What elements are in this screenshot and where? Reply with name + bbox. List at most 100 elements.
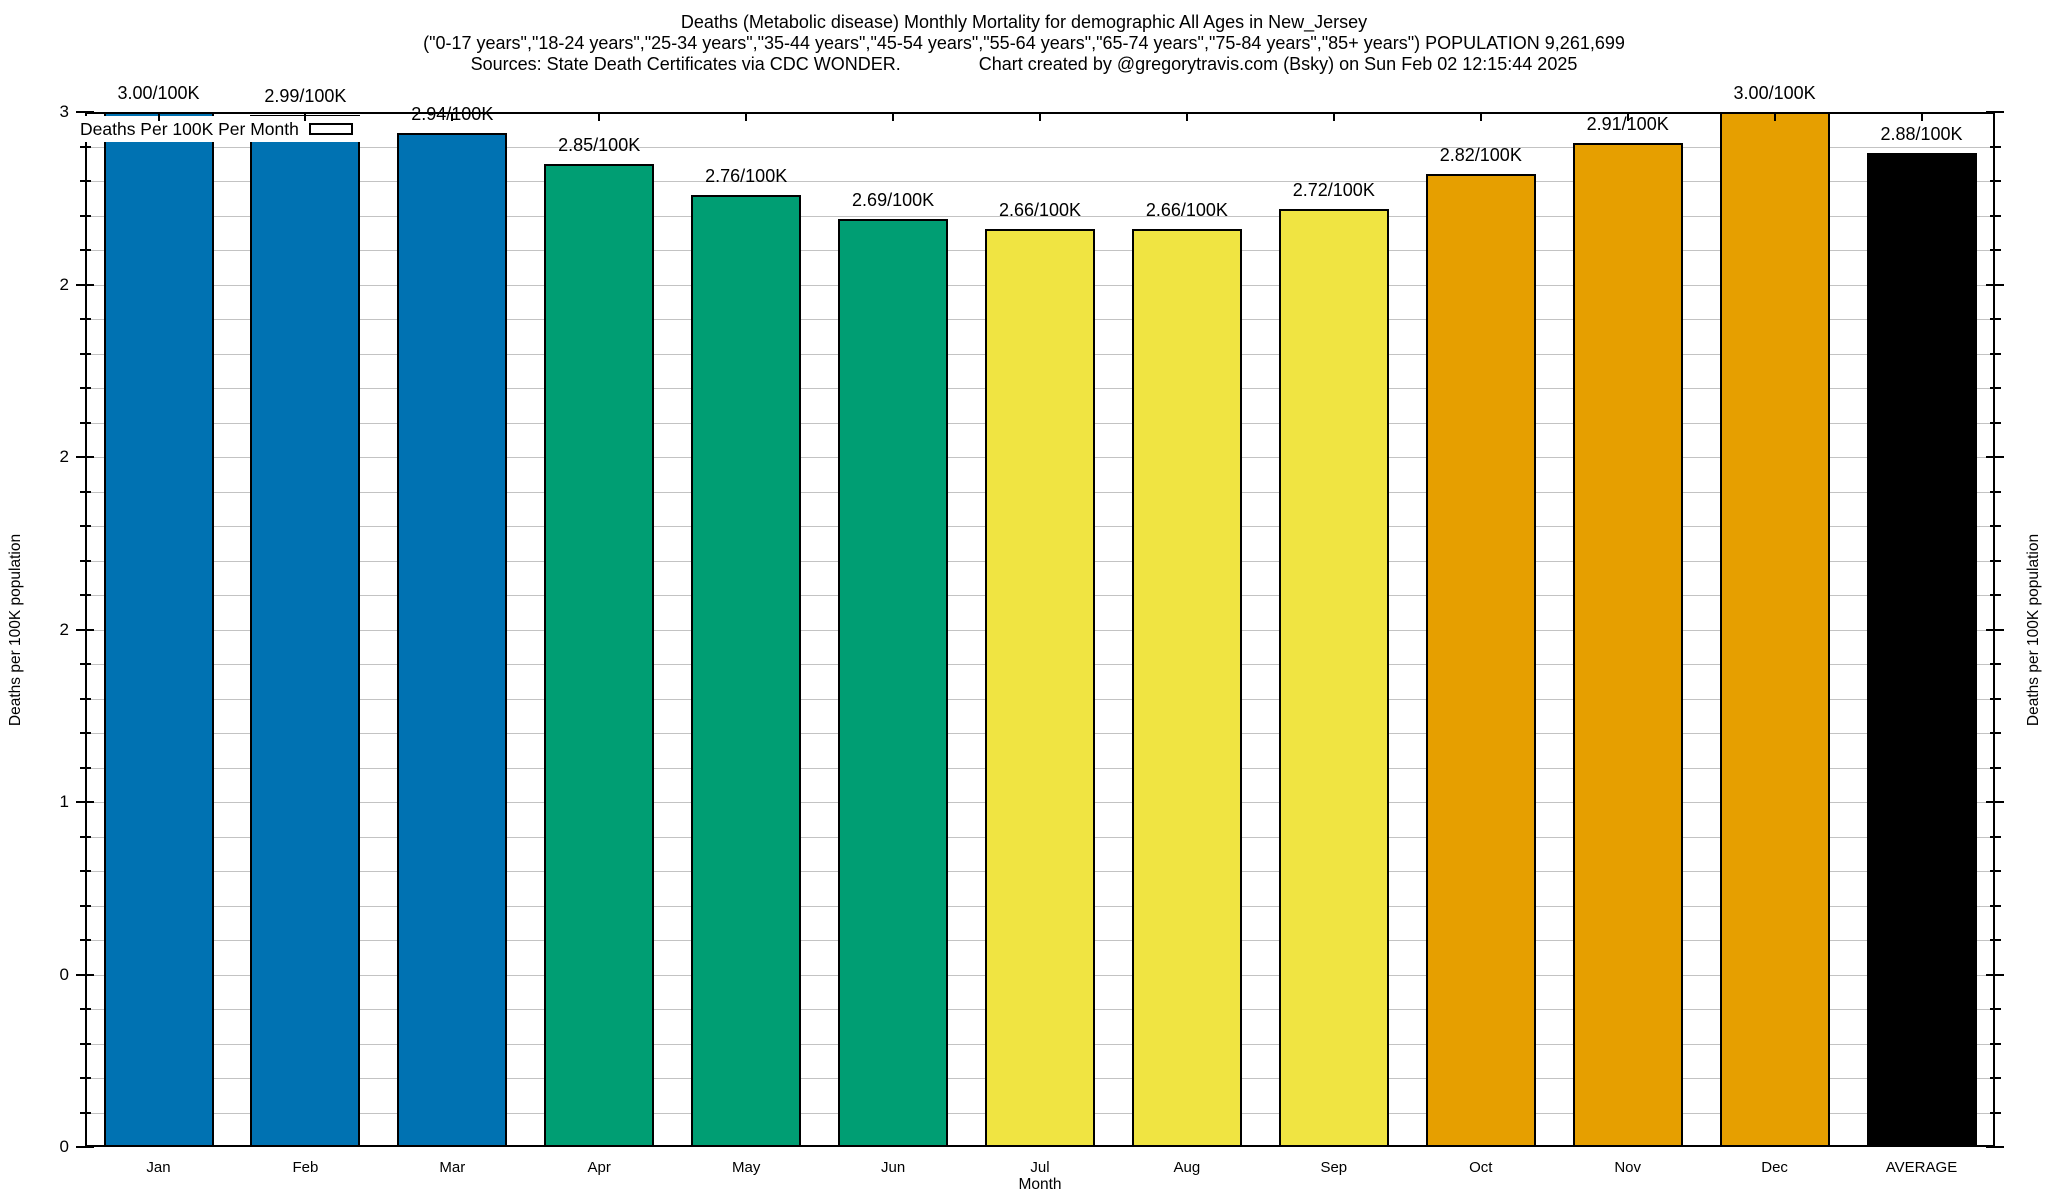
bar [1425,174,1536,1147]
bar-value-label: 2.76/100K [705,165,788,186]
gridline [85,146,1995,148]
y-tick [1986,1146,2004,1148]
x-tick [1920,112,1923,121]
x-tick [304,112,307,121]
bar [1278,208,1389,1147]
y-tick [79,870,91,872]
x-category-label: AVERAGE [1885,1159,1958,1176]
y-tick [79,352,91,355]
y-tick [1986,973,2004,976]
chart-title-line2: ("0-17 years","18-24 years","25-34 years… [423,33,1625,53]
x-category-label: Feb [292,1159,319,1176]
y-tick [79,387,91,389]
y-tick [79,1042,91,1045]
chart-title-line3: Sources: State Death Certificates via CD… [0,54,2048,75]
y-tick [79,904,91,907]
y-tick [1986,283,2004,286]
y-tick [1989,387,2001,389]
y-tick [1986,628,2004,631]
y-tick [1989,766,2001,769]
x-tick [1332,112,1335,121]
bar-value-label: 2.85/100K [558,134,641,155]
bar [397,132,508,1147]
y-tick [79,249,91,251]
y-tick [1989,904,2001,907]
y-tick [76,973,94,976]
bar [1131,229,1242,1147]
x-tick [451,112,454,121]
x-category-label: Sep [1320,1159,1348,1176]
y-axis-label-right: Deaths per 100K population [2025,533,2042,727]
y-tick [1989,525,2001,527]
y-tick [79,525,91,527]
x-tick [745,112,748,121]
y-tick [1989,214,2001,217]
bar-value-label: 2.66/100K [998,200,1082,221]
y-tick-label: 3 [59,102,69,121]
x-tick [598,112,601,121]
y-tick-label: 2 [59,447,69,466]
x-tick [1626,112,1629,121]
y-tick [76,456,94,458]
y-tick [1989,732,2001,734]
x-tick [1185,112,1188,121]
bar [985,229,1095,1147]
y-tick [79,318,91,320]
y-tick [79,559,91,562]
y-tick [1989,180,2001,182]
sources-text: Sources: State Death Certificates via CD… [470,54,901,74]
y-tick-label: 1 [59,792,69,811]
x-category-label: Nov [1614,1159,1642,1176]
bar [1572,143,1683,1147]
y-tick [1986,456,2004,458]
x-tick [157,112,160,121]
bar-value-label: 2.82/100K [1439,145,1522,166]
y-tick [1989,1111,2001,1114]
y-tick-label: 0 [59,964,69,984]
bar-value-label: 2.72/100K [1292,179,1375,200]
bar-value-label: 2.66/100K [1145,200,1228,221]
x-category-label: Dec [1761,1159,1788,1176]
x-tick [1773,112,1776,121]
y-tick [79,1008,91,1010]
y-tick [1989,1042,2001,1045]
y-tick [79,594,91,596]
y-tick [1989,352,2001,355]
y-tick [79,663,91,665]
y-tick [79,697,91,700]
x-category-label: May [732,1159,761,1176]
x-category-label: Mar [439,1159,466,1176]
y-tick [79,214,91,217]
x-tick [1479,112,1482,121]
y-tick [79,835,91,838]
y-tick [1989,249,2001,251]
y-tick [76,111,94,113]
y-tick [1989,697,2001,700]
legend-swatch [308,123,353,135]
x-category-label: Jun [881,1159,906,1176]
x-tick [892,112,895,121]
bar [250,115,361,1147]
bar [1719,112,1830,1147]
bar-value-label: 2.69/100K [852,190,935,210]
y-tick [1989,145,2001,148]
y-tick-label: 0 [59,1137,69,1156]
y-tick [79,145,91,148]
x-axis-label: Month [1018,1176,1062,1193]
x-category-label: Aug [1173,1159,1201,1176]
bar-value-label: 2.99/100K [264,86,347,107]
bar-value-label: 3.00/100K [117,83,200,103]
chart-title-line1: Deaths (Metabolic disease) Monthly Morta… [680,12,1368,32]
x-tick [1039,112,1041,121]
bar [691,194,802,1147]
y-tick [1989,1008,2001,1010]
credit-text: Chart created by @gregorytravis.com (Bsk… [978,54,1578,74]
bar [838,219,949,1147]
y-tick [79,732,91,734]
y-tick [79,421,91,424]
gridline [85,215,1995,217]
y-tick [1986,111,2004,113]
y-tick [1989,318,2001,320]
y-tick [79,766,91,769]
bar [1866,153,1977,1147]
